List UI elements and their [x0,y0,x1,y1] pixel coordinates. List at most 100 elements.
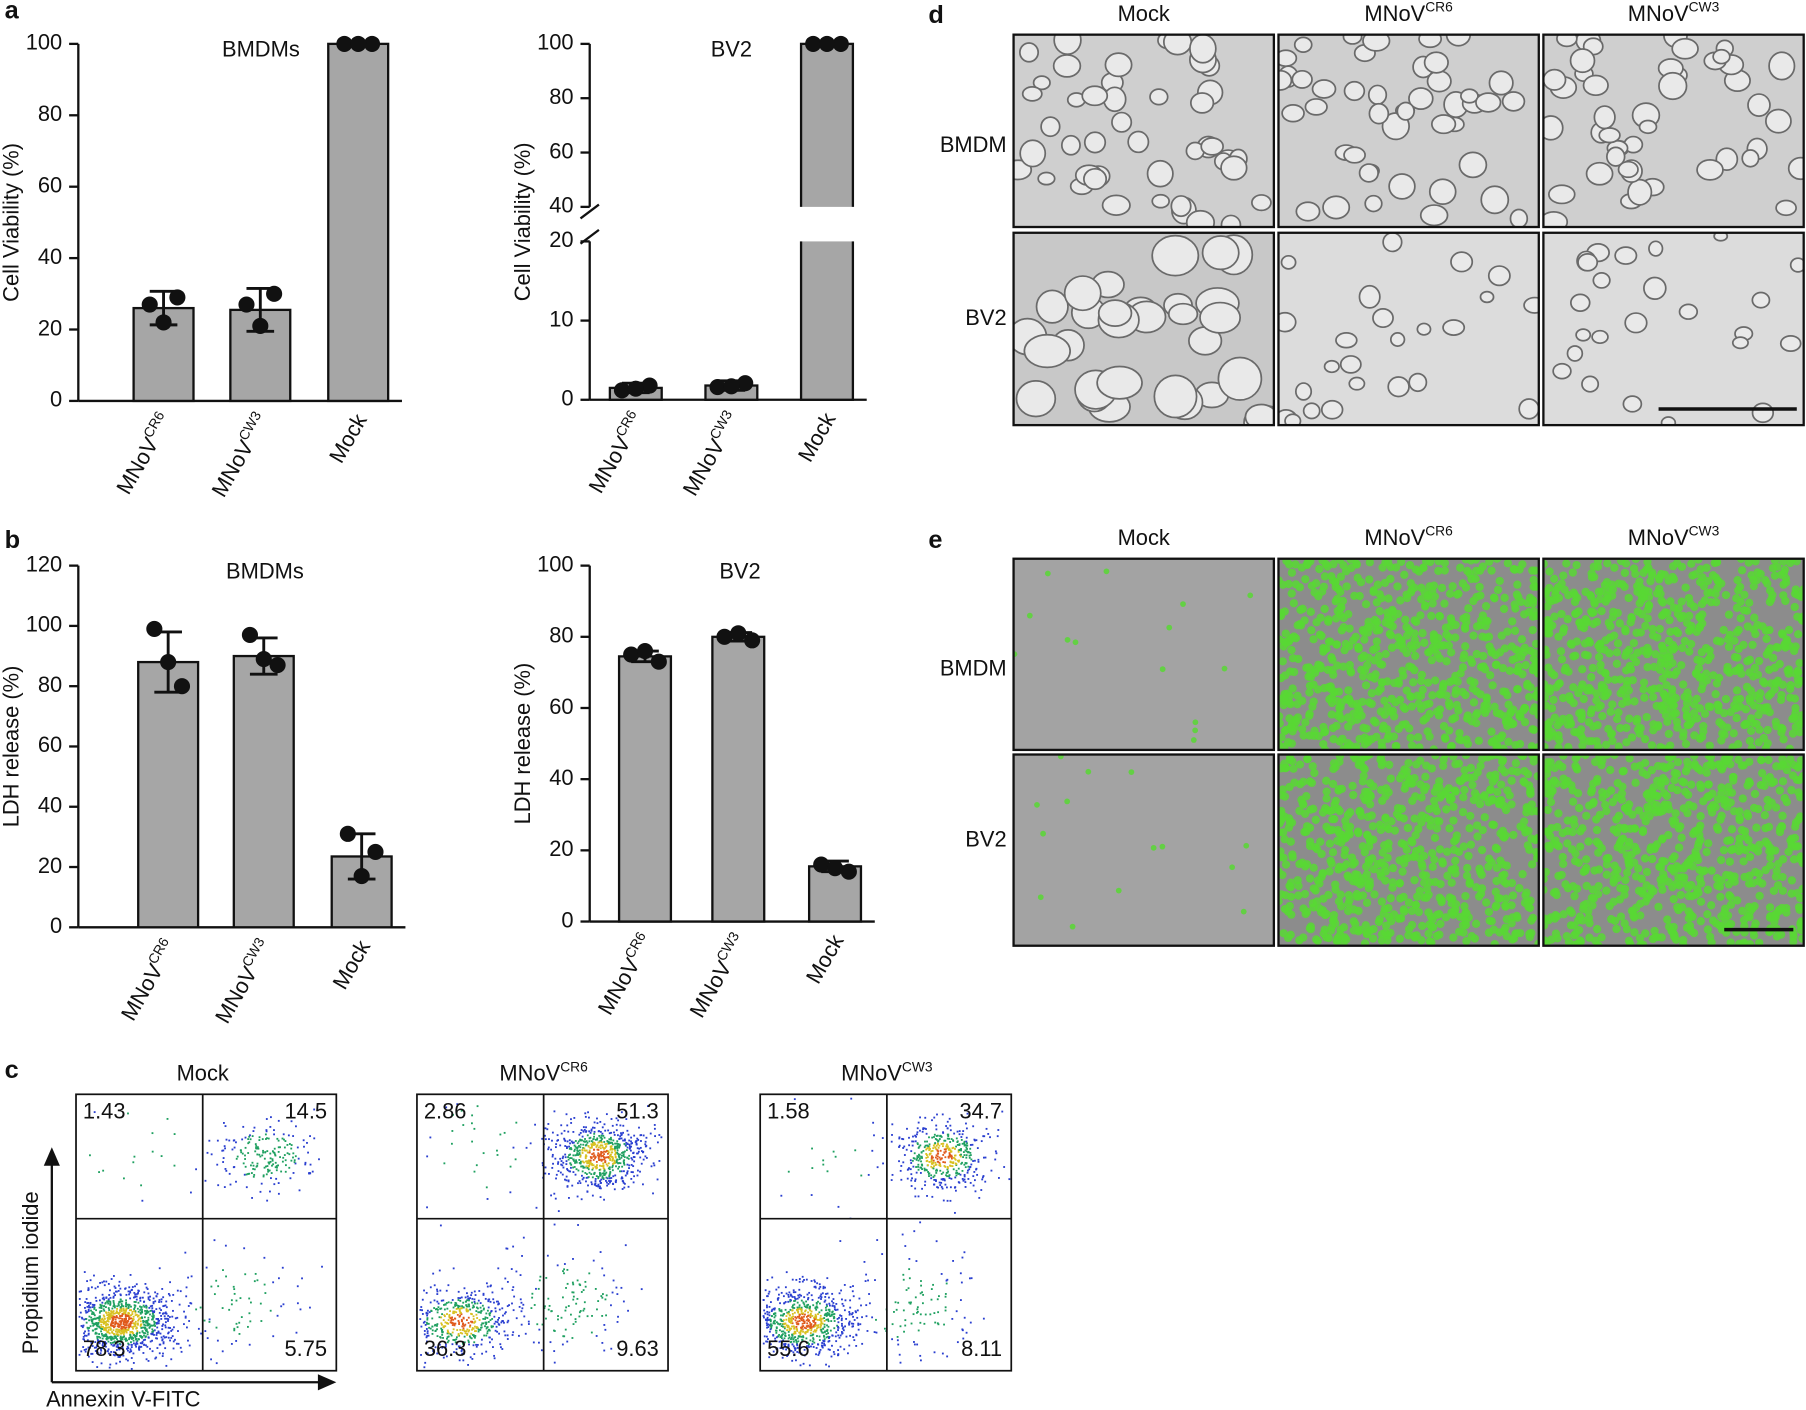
flow-dot [596,1175,598,1177]
cell [1345,82,1365,100]
flow-dot [483,1309,485,1311]
flow-dot [530,1307,532,1309]
flow-dot [118,1303,120,1305]
flow-dot [520,1298,522,1300]
flow-dot [950,1156,952,1158]
flow-dot [780,1195,782,1197]
flow-dot [137,1293,139,1295]
flow-dot [942,1154,944,1156]
y-tick-label: 0 [561,386,573,411]
flow-dot [865,1304,867,1306]
flow-dot [159,1352,161,1354]
flow-dot [253,1165,255,1167]
flow-dot [788,1291,790,1293]
flow-dot [868,1293,870,1295]
chart-title: BV2 [719,558,760,583]
flow-dot [126,1315,128,1317]
flow-dot [801,1309,803,1311]
cell [1037,290,1068,323]
flow-dot [942,1145,944,1147]
flow-dot [619,1170,621,1172]
flow-dot [630,1150,632,1152]
flow-dot [99,1312,101,1314]
flow-dot [83,1332,85,1334]
flow-dot [156,1332,158,1334]
flow-dot [251,1197,253,1199]
flow-dot [821,1342,823,1344]
flow-dot [775,1289,777,1291]
flow-dot [591,1163,593,1165]
flow-dot [85,1318,87,1320]
flow-dot [437,1309,439,1311]
flow-dot [125,1319,127,1321]
flow-dot [149,1314,151,1316]
flow-dot [874,1279,876,1281]
flow-dot [438,1303,440,1305]
flow-dot [131,1368,133,1370]
flow-dot [840,1315,842,1317]
flow-dot [854,1319,856,1321]
fluorescent-cell [1433,708,1441,716]
flow-dot [628,1140,630,1142]
flow-dot [467,1340,469,1342]
flow-dot [781,1331,783,1333]
flow-dot [159,1344,161,1346]
flow-dot [604,1143,606,1145]
flow-dot [116,1331,118,1333]
cell [1599,128,1620,143]
flow-dot [773,1313,775,1315]
flow-dot [579,1180,581,1182]
flow-dot [153,1298,155,1300]
flow-dot [484,1325,486,1327]
flow-dot [466,1308,468,1310]
cell [1571,294,1590,311]
flow-dot [95,1300,97,1302]
flow-dot [891,1179,893,1181]
flow-dot [113,1275,115,1277]
flow-dot [159,1299,161,1301]
flow-dot [453,1267,455,1269]
fluorescent-cell [1406,561,1414,569]
flow-dot [145,1336,147,1338]
flow-dot [857,1309,859,1311]
flow-dot [602,1175,604,1177]
flow-dot [938,1295,940,1297]
flow-dot [896,1309,898,1311]
flow-dot [562,1157,564,1159]
fluorescent-cell [1247,593,1253,599]
flow-dot [430,1302,432,1304]
flow-dot [225,1170,227,1172]
flow-dot [431,1318,433,1320]
flow-dot [214,1239,216,1241]
data-point [354,868,370,884]
flow-dot [440,1328,442,1330]
flow-dot [143,1291,145,1293]
flow-dot [447,1284,449,1286]
flow-dot [594,1143,596,1145]
flow-dot [925,1128,927,1130]
flow-dot [186,1327,188,1329]
flow-dot [490,1319,492,1321]
flow-dot [612,1140,614,1142]
flow-dot [570,1164,572,1166]
flow-dot [244,1273,246,1275]
flow-dot [643,1135,645,1137]
flow-dot [101,1281,103,1283]
flow-dot [161,1325,163,1327]
flow-dot [603,1141,605,1143]
fluorescent-cell [1290,599,1298,607]
flow-dot [824,1324,826,1326]
flow-dot [101,1362,103,1364]
flow-dot [601,1141,603,1143]
flow-dot [135,1312,137,1314]
flow-dot [427,1313,429,1315]
flow-dot [185,1316,187,1318]
quadrant-value: 9.63 [616,1336,659,1361]
flow-dot [942,1172,944,1174]
flow-dot [87,1306,89,1308]
flow-dot [505,1311,507,1313]
flow-dot [783,1303,785,1305]
y-tick-label: 60 [549,138,573,163]
flow-dot [110,1310,112,1312]
fluorescent-cell [1279,657,1287,665]
